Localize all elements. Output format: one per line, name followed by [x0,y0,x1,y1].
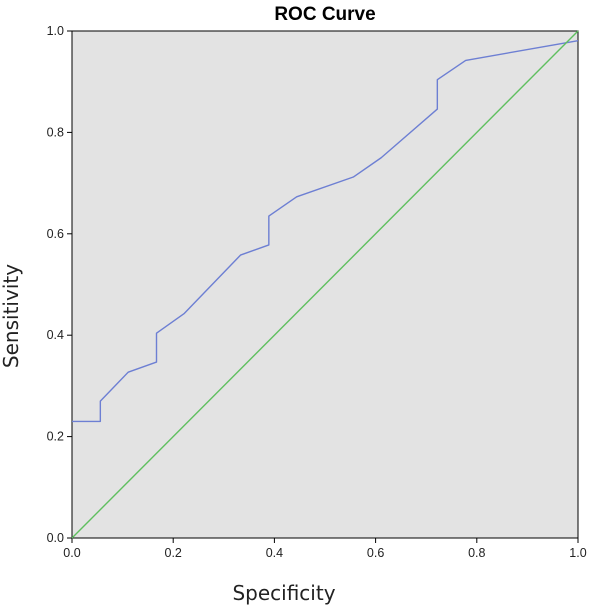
chart-title: ROC Curve [274,4,375,25]
reference-diagonal-line [71,30,579,539]
roc-curve-line [72,39,579,423]
x-axis-ticks: 0.0 0.2 0.4 0.6 0.8 1.0 [63,538,587,560]
x-tick-label: 0.4 [266,546,283,560]
x-tick-label: 0.0 [63,546,80,560]
y-tick-label: 0.0 [47,531,64,545]
x-tick-label: 0.8 [468,546,485,560]
y-tick-label: 0.2 [47,430,64,444]
x-tick-label: 0.6 [367,546,384,560]
y-axis-label: Sensitivity [0,264,23,368]
y-tick-label: 0.4 [47,328,64,342]
y-axis-ticks: 0.0 0.2 0.4 0.6 0.8 1.0 [47,24,72,545]
series-layer [71,30,579,539]
x-tick-label: 1.0 [569,546,586,560]
y-tick-label: 0.6 [47,227,64,241]
x-tick-label: 0.2 [165,546,182,560]
x-axis-label: Specificity [232,581,335,605]
y-tick-label: 0.8 [47,125,64,139]
y-tick-label: 1.0 [47,24,64,38]
